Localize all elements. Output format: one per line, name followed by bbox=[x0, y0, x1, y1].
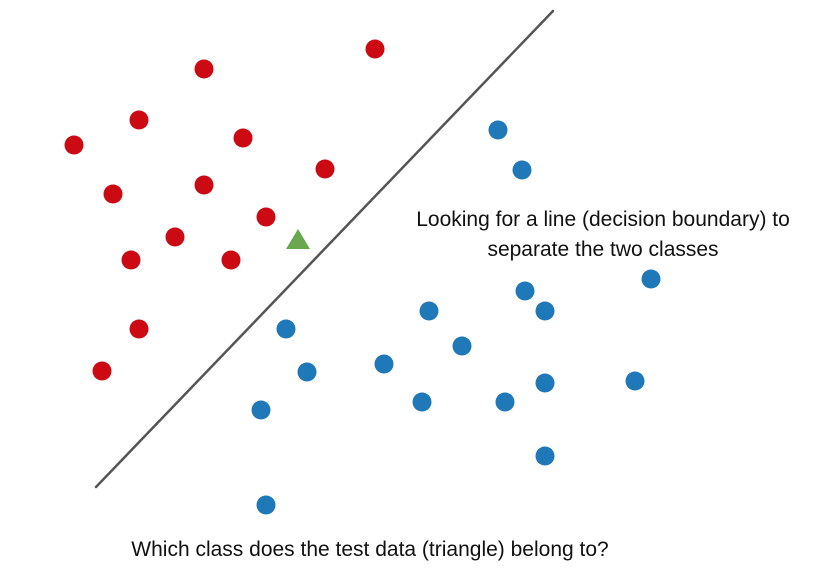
red-class-point bbox=[103, 184, 123, 204]
blue-class-point bbox=[452, 336, 472, 356]
red-class-point bbox=[194, 59, 214, 79]
blue-class-point bbox=[488, 120, 508, 140]
red-class-point bbox=[365, 39, 385, 59]
red-class-point bbox=[121, 250, 141, 270]
red-class-point bbox=[256, 207, 276, 227]
decision-boundary-annotation: Looking for a line (decision boundary) t… bbox=[378, 205, 828, 265]
blue-class-point bbox=[251, 400, 271, 420]
blue-class-point bbox=[641, 269, 661, 289]
red-class-point bbox=[194, 175, 214, 195]
red-class-point bbox=[221, 250, 241, 270]
red-class-point bbox=[129, 319, 149, 339]
red-class-point bbox=[64, 135, 84, 155]
blue-class-point bbox=[419, 301, 439, 321]
red-class-point bbox=[315, 159, 335, 179]
blue-class-point bbox=[495, 392, 515, 412]
red-class-points bbox=[64, 39, 385, 381]
blue-class-point bbox=[512, 160, 532, 180]
blue-class-point bbox=[256, 495, 276, 515]
red-class-point bbox=[129, 110, 149, 130]
blue-class-point bbox=[412, 392, 432, 412]
decision-boundary-line bbox=[94, 9, 555, 489]
blue-class-point bbox=[374, 354, 394, 374]
blue-class-point bbox=[276, 319, 296, 339]
blue-class-points bbox=[251, 120, 661, 515]
blue-class-point bbox=[535, 373, 555, 393]
red-class-point bbox=[165, 227, 185, 247]
annotation-line-2: separate the two classes bbox=[487, 238, 719, 261]
blue-class-point bbox=[535, 301, 555, 321]
blue-class-point bbox=[515, 281, 535, 301]
blue-class-point bbox=[625, 371, 645, 391]
red-class-point bbox=[92, 361, 112, 381]
annotation-line-1: Looking for a line (decision boundary) t… bbox=[416, 208, 790, 231]
red-class-point bbox=[233, 128, 253, 148]
question-text: Which class does the test data (triangle… bbox=[131, 538, 609, 561]
blue-class-point bbox=[535, 446, 555, 466]
test-data-triangle bbox=[286, 229, 310, 249]
blue-class-point bbox=[297, 362, 317, 382]
